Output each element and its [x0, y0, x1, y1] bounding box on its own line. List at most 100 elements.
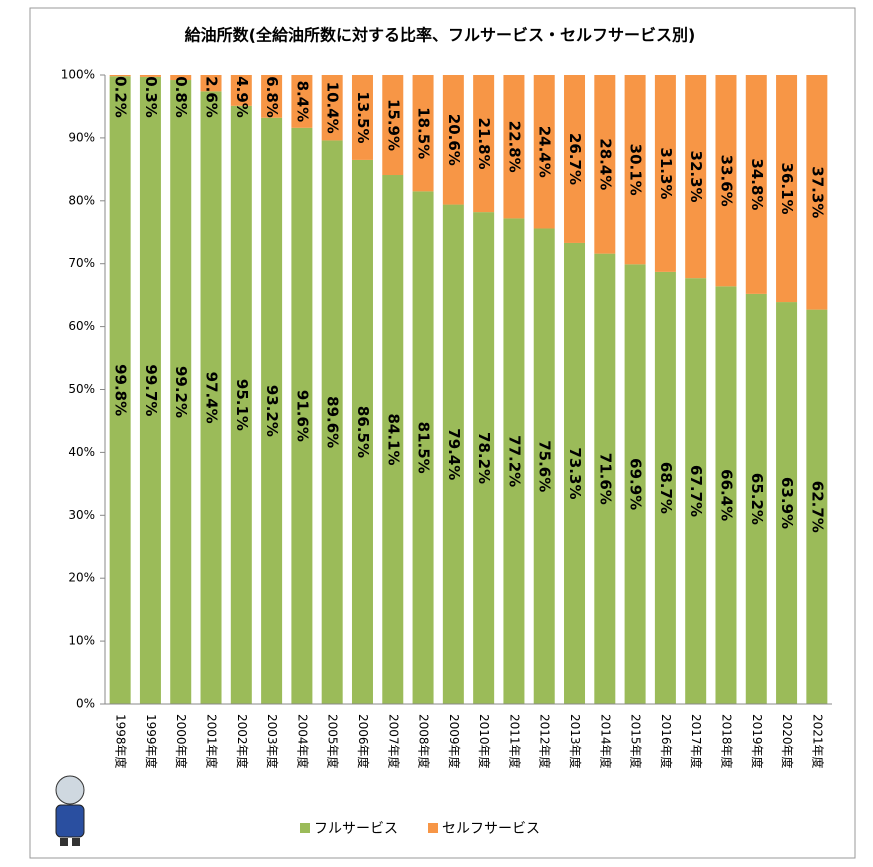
- y-tick-label: 80%: [68, 193, 95, 207]
- data-label: 33.6%: [717, 155, 735, 207]
- data-label: 77.2%: [505, 435, 523, 487]
- data-label: 62.7%: [808, 481, 826, 533]
- bar-segment: [412, 75, 434, 192]
- x-tick-label: 1998年度: [114, 714, 129, 769]
- bar-segment: [382, 75, 404, 176]
- data-label: 73.3%: [566, 447, 584, 499]
- x-tick-label: 2015年度: [629, 714, 644, 769]
- data-label: 99.7%: [142, 364, 160, 416]
- x-tick-label: 2019年度: [750, 714, 765, 769]
- data-label: 67.7%: [687, 465, 705, 517]
- data-label: 18.5%: [415, 107, 433, 159]
- data-label: 97.4%: [203, 372, 221, 424]
- data-label: 95.1%: [233, 379, 251, 431]
- x-tick-label: 2010年度: [477, 714, 492, 769]
- bar-segment: [594, 75, 616, 254]
- legend-swatch: [300, 823, 310, 833]
- bar-segment: [170, 75, 192, 81]
- bar-segment: [351, 75, 373, 160]
- data-label: 89.6%: [324, 396, 342, 448]
- x-tick-label: 2006年度: [356, 714, 371, 769]
- chart-title: 給油所数(全給油所数に対する比率、フルサービス・セルフサービス別): [185, 26, 696, 45]
- bar-segment: [230, 105, 252, 705]
- x-tick-label: 2012年度: [538, 714, 553, 769]
- data-label: 0.2%: [112, 76, 130, 118]
- bar-segment: [806, 75, 828, 310]
- bar-segment: [533, 228, 555, 704]
- data-label: 0.3%: [142, 76, 160, 118]
- bar-segment: [109, 75, 131, 77]
- bar-segment: [261, 117, 283, 705]
- bar-segment: [170, 80, 192, 705]
- y-tick-label: 90%: [68, 130, 95, 144]
- data-label: 32.3%: [687, 151, 705, 203]
- bar-segment: [261, 75, 283, 118]
- bar-segment: [654, 271, 676, 704]
- data-label: 8.4%: [293, 81, 311, 123]
- bar-segment: [624, 264, 646, 704]
- y-tick-label: 50%: [68, 382, 95, 396]
- bar-segment: [745, 293, 767, 704]
- bar-segment: [715, 75, 737, 287]
- bar-segment: [624, 75, 646, 265]
- data-label: 34.8%: [748, 158, 766, 210]
- data-label: 30.1%: [627, 144, 645, 196]
- x-tick-label: 2011年度: [507, 714, 522, 769]
- mascot: [55, 775, 85, 846]
- data-label: 86.5%: [354, 406, 372, 458]
- legend-label: フルサービス: [314, 821, 398, 837]
- x-tick-label: 2018年度: [719, 714, 734, 769]
- bar-segment: [139, 76, 161, 704]
- bar-segment: [321, 75, 343, 141]
- data-label: 71.6%: [596, 453, 614, 505]
- data-label: 13.5%: [354, 91, 372, 143]
- bar-segment: [230, 75, 252, 106]
- data-label: 99.8%: [112, 364, 130, 416]
- data-label: 0.8%: [172, 76, 190, 118]
- data-label: 20.6%: [445, 114, 463, 166]
- x-tick-label: 2013年度: [568, 714, 583, 769]
- x-tick-label: 2008年度: [417, 714, 432, 769]
- data-label: 65.2%: [748, 473, 766, 525]
- y-tick-label: 0%: [76, 697, 95, 711]
- bar-segment: [321, 140, 343, 704]
- bar-segment: [564, 242, 586, 704]
- bar-segment: [200, 75, 222, 92]
- data-label: 24.4%: [536, 126, 554, 178]
- data-label: 31.3%: [657, 147, 675, 199]
- data-label: 6.8%: [263, 76, 281, 118]
- bar-segment: [503, 75, 525, 219]
- y-tick-label: 100%: [61, 68, 95, 82]
- data-label: 68.7%: [657, 462, 675, 514]
- x-tick-label: 2007年度: [386, 714, 401, 769]
- bar-segment: [745, 75, 767, 294]
- bar-segment: [473, 212, 495, 704]
- bar-segment: [382, 175, 404, 705]
- bar-segment: [442, 75, 464, 205]
- data-label: 37.3%: [808, 166, 826, 218]
- data-label: 99.2%: [172, 366, 190, 418]
- bar-segment: [715, 286, 737, 704]
- x-tick-label: 2014年度: [598, 714, 613, 769]
- bar-segment: [685, 278, 707, 704]
- x-tick-label: 2002年度: [235, 714, 250, 769]
- data-label: 75.6%: [536, 440, 554, 492]
- bar-segment: [594, 253, 616, 705]
- x-tick-label: 2005年度: [326, 714, 341, 769]
- y-tick-label: 40%: [68, 445, 95, 459]
- data-label: 26.7%: [566, 133, 584, 185]
- y-tick-label: 70%: [68, 256, 95, 270]
- data-label: 66.4%: [717, 469, 735, 521]
- data-label: 2.6%: [203, 76, 221, 118]
- data-label: 69.9%: [627, 458, 645, 510]
- data-label: 79.4%: [445, 428, 463, 480]
- bar-segment: [806, 309, 828, 704]
- bar-segment: [412, 191, 434, 705]
- bar-segment: [654, 75, 676, 272]
- bar-segment: [291, 75, 313, 128]
- data-label: 93.2%: [263, 385, 281, 437]
- data-label: 78.2%: [475, 432, 493, 484]
- legend-swatch: [428, 823, 438, 833]
- legend-label: セルフサービス: [442, 821, 540, 837]
